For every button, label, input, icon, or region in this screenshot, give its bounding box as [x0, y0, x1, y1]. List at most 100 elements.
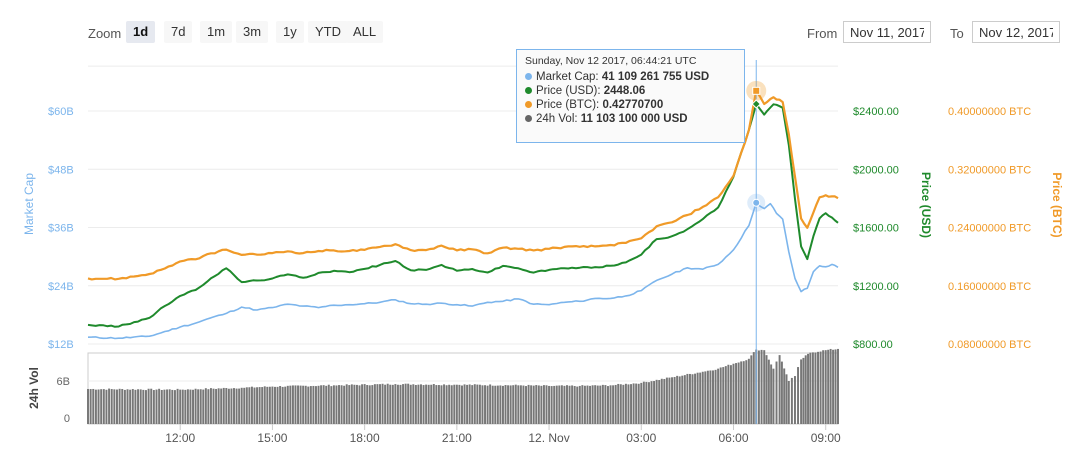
- volume-bar: [563, 385, 566, 424]
- volume-bar: [445, 385, 448, 424]
- volume-bar: [660, 378, 663, 424]
- volume-bar: [601, 384, 604, 424]
- volume-bar: [519, 385, 522, 424]
- volume-bar: [163, 389, 166, 424]
- volume-bar: [87, 389, 89, 424]
- tooltip-row: Market Cap: 41 109 261 755 USD: [525, 70, 736, 84]
- to-date-input[interactable]: [972, 21, 1060, 43]
- legend-dot-icon: [525, 87, 532, 94]
- volume-bar: [686, 373, 689, 424]
- x-tick-label: 15:00: [257, 431, 287, 445]
- volume-bar: [355, 384, 358, 424]
- volume-bar: [527, 384, 530, 424]
- volume-bar: [430, 384, 433, 424]
- volume-bar: [525, 386, 527, 424]
- volume-bar: [327, 384, 330, 424]
- from-date-input[interactable]: [843, 21, 931, 43]
- volume-bar: [747, 358, 750, 424]
- volume-bar: [671, 377, 673, 424]
- volume-bar: [466, 384, 469, 424]
- volume-bar: [121, 389, 124, 424]
- tooltip-label: Price (USD):: [536, 85, 604, 97]
- zoom-label: Zoom: [88, 26, 122, 41]
- volume-tick-label: 6B: [57, 376, 70, 388]
- volume-bar: [268, 386, 271, 424]
- volume-bar: [507, 385, 510, 424]
- zoom-button-all[interactable]: ALL: [346, 21, 384, 43]
- volume-bar: [535, 385, 538, 424]
- volume-bar: [137, 389, 140, 424]
- volume-bar: [373, 384, 376, 424]
- volume-bar: [463, 384, 466, 424]
- volume-bar: [202, 389, 205, 424]
- market-cap-line: [87, 201, 839, 340]
- zoom-button-1y[interactable]: 1y: [276, 21, 304, 43]
- volume-bar: [635, 383, 638, 424]
- market-cap-tick-label: $24B: [48, 281, 74, 293]
- volume-bar: [724, 366, 727, 424]
- btc-tick-label: 0.16000000 BTC: [948, 281, 1031, 293]
- volume-bar: [530, 385, 533, 424]
- volume-bar: [706, 370, 709, 424]
- volume-bar: [767, 359, 770, 424]
- market-cap-tick-label: $36B: [48, 223, 74, 235]
- volume-bar: [386, 383, 389, 424]
- volume-bar: [499, 385, 502, 424]
- volume-bar: [376, 384, 379, 424]
- volume-bar: [118, 388, 121, 424]
- volume-bar: [102, 389, 105, 424]
- volume-bar: [763, 350, 766, 424]
- volume-bar: [291, 385, 294, 424]
- volume-bar: [596, 385, 599, 424]
- volume-bar: [542, 385, 545, 424]
- tooltip-value: 2448.06: [603, 85, 646, 97]
- volume-bar: [647, 382, 650, 424]
- volume-bar: [573, 386, 576, 424]
- volume-bar: [131, 389, 134, 424]
- volume-bar: [281, 386, 284, 424]
- volume-bar: [701, 371, 704, 424]
- volume-bar: [139, 389, 142, 424]
- volume-bar: [778, 355, 781, 424]
- zoom-button-1d[interactable]: 1d: [126, 21, 156, 43]
- volume-bar: [699, 372, 702, 424]
- volume-bar: [765, 355, 768, 424]
- volume-bar: [409, 384, 412, 424]
- zoom-button-3m[interactable]: 3m: [236, 21, 269, 43]
- volume-bar: [289, 385, 292, 424]
- volume-bar: [263, 386, 266, 424]
- volume-bar: [407, 383, 410, 424]
- volume-bar: [537, 385, 540, 424]
- volume-bar: [712, 370, 714, 424]
- volume-bar: [271, 386, 274, 424]
- volume-bar: [110, 389, 113, 424]
- volume-bar: [650, 381, 653, 424]
- volume-bar: [184, 389, 187, 424]
- zoom-button-7d[interactable]: 7d: [164, 21, 193, 43]
- volume-bar: [819, 351, 822, 424]
- volume-bar: [189, 389, 192, 424]
- volume-bar: [276, 386, 279, 424]
- volume-bar: [302, 385, 305, 424]
- usd-axis-title: Price (USD): [919, 172, 933, 238]
- x-tick-label: 21:00: [442, 431, 472, 445]
- volume-bar: [279, 386, 282, 424]
- volume-bar: [586, 385, 589, 424]
- volume-bar: [688, 373, 691, 424]
- volume-bar: [307, 386, 310, 424]
- volume-bar: [737, 362, 740, 424]
- volume-bar: [209, 388, 212, 424]
- volume-bar: [770, 364, 773, 424]
- zoom-button-1m[interactable]: 1m: [200, 21, 233, 43]
- zoom-button-ytd[interactable]: YTD: [308, 21, 348, 43]
- volume-bar: [578, 385, 581, 424]
- volume-bar: [142, 389, 145, 424]
- volume-bar: [760, 349, 763, 424]
- x-tick-label: 03:00: [626, 431, 656, 445]
- volume-bar: [653, 381, 656, 424]
- volume-bar: [330, 386, 333, 424]
- volume-bar: [704, 371, 707, 424]
- volume-bar: [594, 385, 597, 424]
- volume-bar: [583, 385, 586, 424]
